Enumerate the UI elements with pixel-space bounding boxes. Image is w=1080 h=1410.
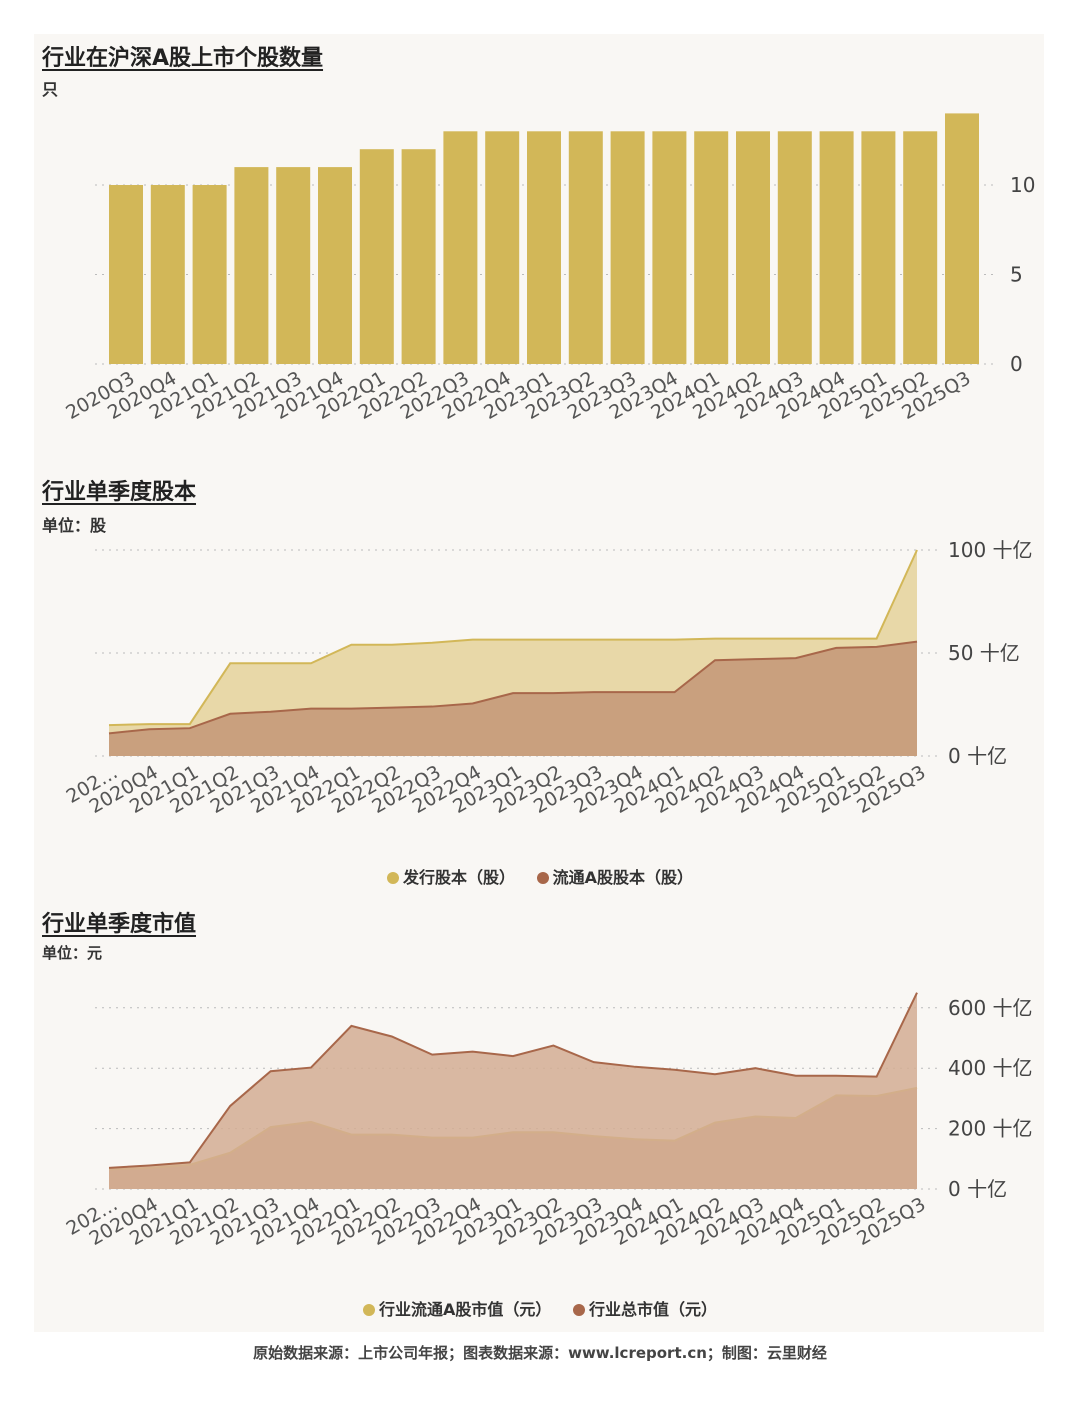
bar [485,131,520,364]
bar-chart-listed-stocks: 05102020Q32020Q42021Q12021Q22021Q32021Q4… [62,113,1035,424]
bar [652,131,687,364]
bar [861,131,896,364]
chart1-unit: 只 [42,80,59,99]
bar [736,131,770,364]
bar [610,131,645,364]
bar [401,149,436,364]
bar [945,113,979,365]
bar [150,185,185,364]
bar [318,167,352,364]
line-series-1 [108,549,918,727]
y-tick-label: 400 十亿 [948,1056,1033,1080]
legend-dot-icon [363,1304,375,1316]
chart2-title: 行业单季度股本 [42,480,197,505]
bar [568,131,603,364]
bar [443,131,478,364]
bar [359,149,394,364]
legend-item-float-shares[interactable]: 流通A股股本（股） [536,868,693,887]
source-footer: 原始数据来源：上市公司年报；图表数据来源：www.lcreport.cn；制图：… [253,1344,827,1362]
bar [777,131,812,364]
legend-item-total-market-cap[interactable]: 行业总市值（元） [572,1300,717,1319]
bar [527,131,561,364]
y-tick-label: 0 [1010,352,1023,376]
area-series-2 [109,641,917,756]
chart1-title: 行业在沪深A股上市个股数量 [42,46,324,71]
chart2-unit: 单位：股 [42,516,107,535]
chart2-legend: 发行股本（股） 流通A股股本（股） [0,864,1080,888]
legend-item-float-market-cap[interactable]: 行业流通A股市值（元） [363,1300,551,1319]
legend-dot-icon [536,872,549,884]
y-tick-label: 10 [1010,173,1035,197]
y-tick-label: 50 十亿 [948,641,1020,665]
y-tick-label: 600 十亿 [948,996,1033,1020]
line-series-2 [108,640,918,735]
bar [192,185,227,364]
chart3-legend: 行业流通A股市值（元） 行业总市值（元） [0,1296,1080,1320]
y-tick-label: 0 十亿 [948,1177,1007,1201]
y-tick-label: 5 [1010,263,1023,287]
bar [109,185,143,364]
bar [694,131,729,364]
bar [819,131,854,364]
legend-dot-icon [387,872,399,884]
y-tick-label: 200 十亿 [948,1117,1033,1141]
area-series-2 [109,992,917,1189]
legend-dot-icon [572,1304,585,1316]
chart3-unit: 单位：元 [42,944,103,962]
y-tick-label: 100 十亿 [948,538,1033,562]
bar [903,131,938,364]
y-tick-label: 0 十亿 [948,744,1007,768]
line-series-2 [108,992,918,1169]
chart3-title: 行业单季度市值 [42,912,197,937]
bar [234,167,269,364]
legend-item-issued-shares[interactable]: 发行股本（股） [387,868,515,887]
bar [276,167,311,364]
